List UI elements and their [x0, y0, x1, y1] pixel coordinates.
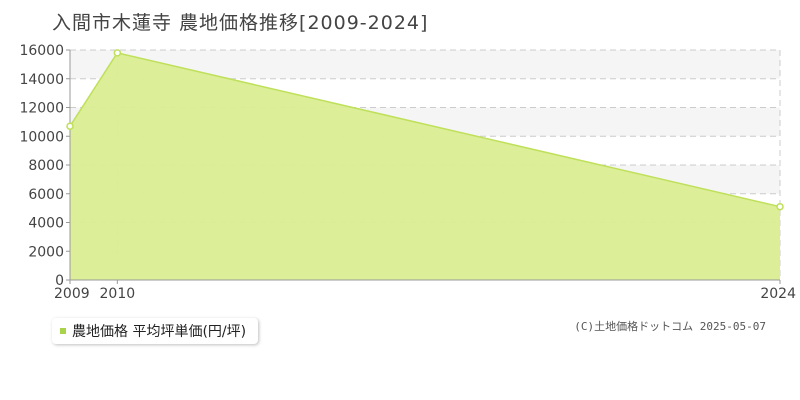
- x-tick-label: 2009: [54, 286, 90, 302]
- y-tick-label: 12000: [19, 101, 64, 117]
- y-tick-label: 10000: [19, 129, 64, 145]
- x-tick-label: 2010: [100, 286, 136, 302]
- y-tick-label: 2000: [28, 244, 64, 260]
- y-tick-label: 6000: [28, 187, 64, 203]
- legend: 農地価格 平均坪単価(円/坪): [52, 318, 259, 344]
- legend-marker-icon: [60, 328, 66, 334]
- data-point: [66, 122, 74, 130]
- y-tick-label: 16000: [19, 43, 64, 59]
- chart-title: 入間市木蓮寺 農地価格推移[2009-2024]: [52, 12, 429, 34]
- copyright: (C)土地価格ドットコム 2025-05-07: [574, 320, 766, 333]
- data-point: [113, 49, 122, 57]
- x-tick-label: 2024: [760, 286, 796, 302]
- legend-label: 農地価格 平均坪単価(円/坪): [72, 324, 247, 340]
- y-tick-label: 8000: [28, 158, 64, 174]
- y-tick-label: 4000: [28, 216, 64, 232]
- y-tick-label: 14000: [19, 72, 64, 88]
- area-fill: [70, 52, 780, 280]
- data-point: [776, 202, 784, 211]
- y-tick-label: 0: [55, 273, 64, 289]
- chart-area: 0 2000 4000 6000 8000 10000 12000 14000 16000 20…: [19, 43, 796, 302]
